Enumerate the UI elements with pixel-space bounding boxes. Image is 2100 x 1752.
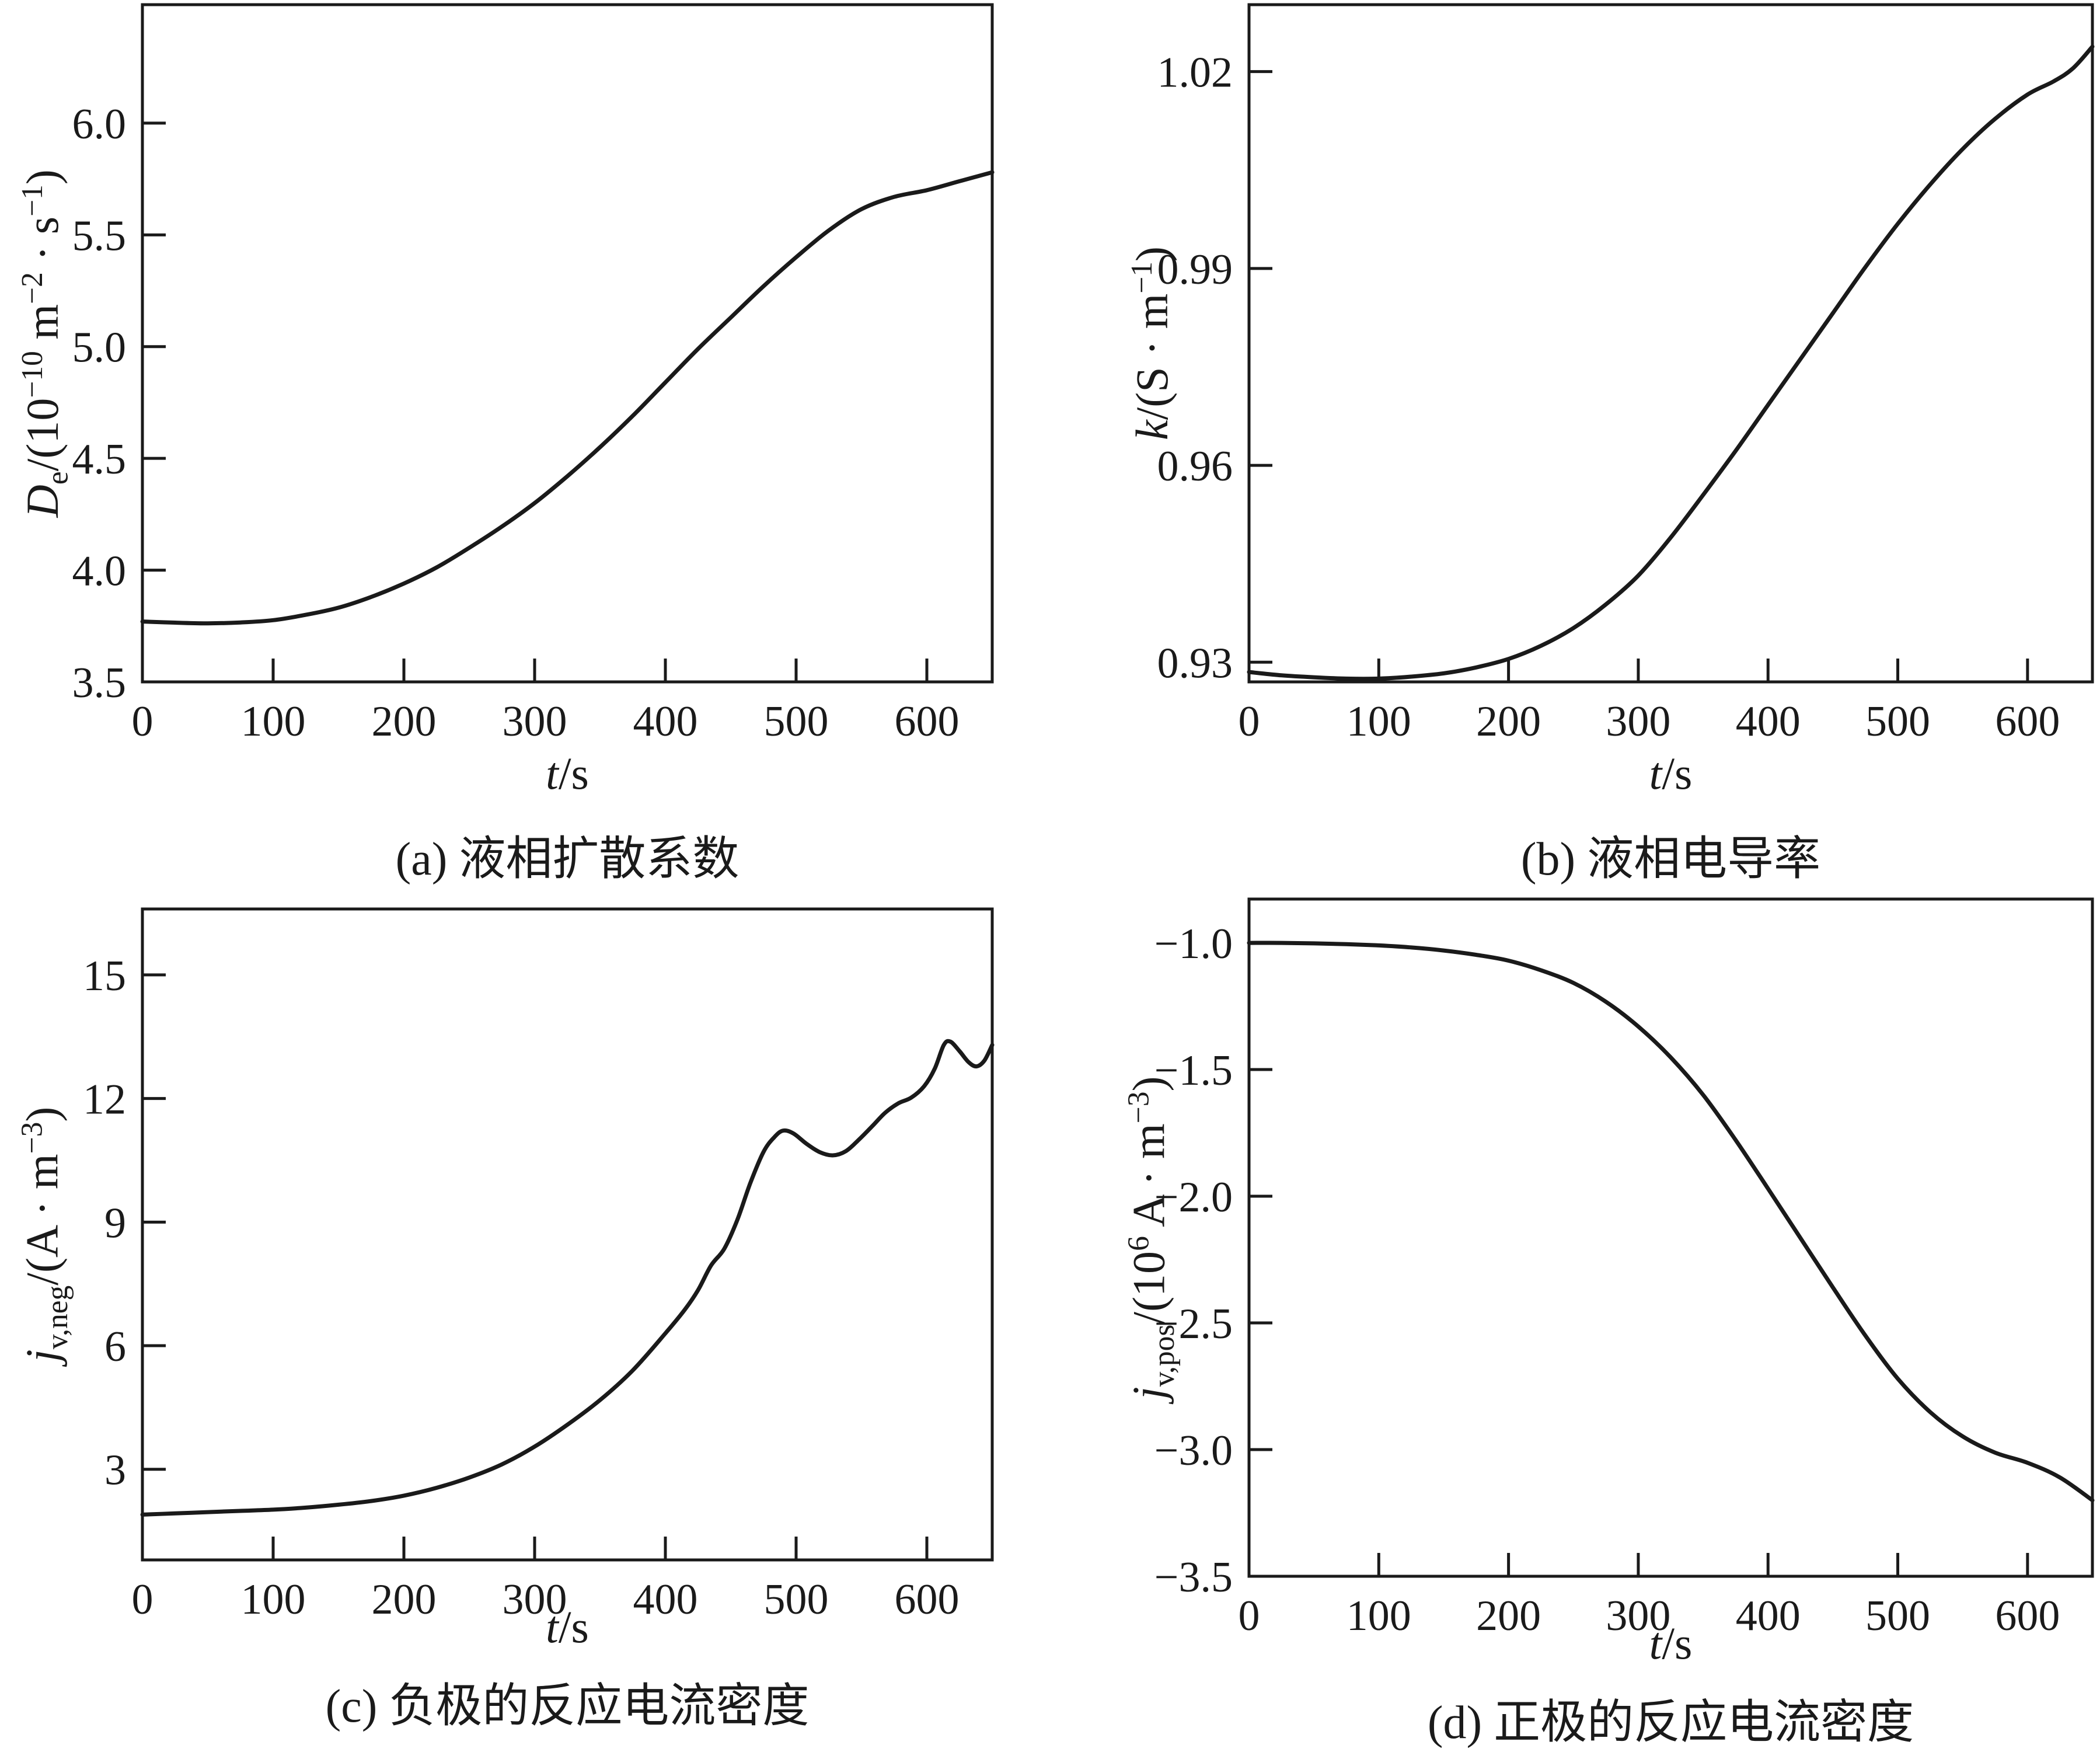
chart-c-x-axis-title: t/s <box>546 1601 589 1652</box>
x-tick-label: 0 <box>132 1576 154 1624</box>
y-tick-label: 6 <box>104 1323 126 1371</box>
y-tick-label: 12 <box>83 1076 126 1124</box>
x-tick-label: 300 <box>1606 1592 1670 1640</box>
chart-b-y-axis-title-box: k/(S · m−1) <box>1102 5 1201 682</box>
y-tick-label: 5.0 <box>72 324 127 372</box>
x-tick-label: 300 <box>1606 698 1670 746</box>
chart-c-caption: (c) 负极的反应电流密度 <box>325 1681 810 1732</box>
x-tick-label: 600 <box>1995 1592 2060 1640</box>
y-tick-label: 15 <box>83 952 126 1000</box>
x-tick-label: 100 <box>1346 698 1411 746</box>
x-tick-label: 100 <box>241 698 306 746</box>
x-tick-label: 400 <box>1736 698 1801 746</box>
chart-b-caption: (b) 液相电导率 <box>1520 834 1821 885</box>
chart-c: 0 100 200 300 400 500 600 3 6 9 12 15 jv,neg/(A · m… <box>0 852 1050 1732</box>
chart-c-plot: 0 100 200 300 400 500 600 3 6 9 12 15 <box>83 907 995 1624</box>
x-tick-label: 0 <box>1239 698 1260 746</box>
y-tick-label: −2.0 <box>1154 1173 1233 1221</box>
chart-b: 0 100 200 300 400 500 600 0.93 0.96 0.99 1.02 k/(S… <box>1050 0 2100 885</box>
x-tick-label: 600 <box>895 698 960 746</box>
chart-b-plot: 0 100 200 300 400 500 600 0.93 0.96 0.99 1.02 <box>1157 3 2095 746</box>
x-tick-label: 500 <box>1865 1592 1930 1640</box>
chart-b-x-axis-title: t/s <box>1649 748 1693 799</box>
y-tick-label: −1.5 <box>1154 1047 1233 1095</box>
y-tick-label: 5.5 <box>72 212 127 260</box>
y-tick-label: 3.5 <box>72 659 127 707</box>
chart-c-y-axis-title-box: jv,neg/(A · m−3) <box>0 909 95 1560</box>
chart-d-y-axis-title-box: jv,pos/(106 A · m−3) <box>1102 899 1201 1576</box>
chart-a-x-axis-title: t/s <box>546 748 589 799</box>
chart-a-plot: 0 100 200 300 400 500 600 3.5 4.0 4.5 5.0 5.5 6.0 <box>72 3 995 746</box>
y-tick-label: −3.0 <box>1154 1427 1233 1475</box>
y-tick-label: −3.5 <box>1154 1554 1233 1601</box>
x-tick-label: 400 <box>633 698 698 746</box>
y-tick-label: −1.0 <box>1154 920 1233 968</box>
y-tick-label: 4.0 <box>72 548 127 595</box>
chart-d: 0 100 200 300 400 500 600 −3.5 −3.0 −2.5 −2.0 −1.5 −… <box>1050 852 2100 1748</box>
plot-frame <box>141 907 994 1562</box>
x-tick-label: 0 <box>1239 1592 1260 1640</box>
x-tick-label: 500 <box>764 1576 829 1624</box>
chart-a-caption: (a) 液相扩散系数 <box>395 834 739 885</box>
y-tick-label: 6.0 <box>72 100 127 148</box>
x-tick-label: 200 <box>1476 698 1541 746</box>
plot-frame <box>1247 3 2094 684</box>
y-tick-label: 1.02 <box>1157 49 1233 97</box>
curve-liquid-phase-diffusion-coefficient <box>140 170 995 626</box>
x-tick-label: 500 <box>1865 698 1930 746</box>
x-tick-label: 500 <box>764 698 829 746</box>
y-tick-label: 9 <box>104 1199 126 1247</box>
curve-positive-electrode-reaction-current-density <box>1247 941 2095 1503</box>
y-tick-label: 4.5 <box>72 436 127 483</box>
x-tick-label: 300 <box>503 698 567 746</box>
chart-d-caption: (d) 正极的反应电流密度 <box>1427 1697 1914 1748</box>
chart-a-y-axis-title-box: De/(10−10 m−2 · s−1) <box>0 5 95 682</box>
chart-a-y-axis-title: De/(10−10 m−2 · s−1) <box>15 169 75 518</box>
y-tick-label: 0.93 <box>1157 639 1233 687</box>
x-tick-label: 400 <box>633 1576 698 1624</box>
x-tick-label: 400 <box>1736 1592 1801 1640</box>
x-tick-label: 300 <box>503 1576 567 1624</box>
x-tick-label: 200 <box>372 698 437 746</box>
y-tick-label: 0.96 <box>1157 443 1233 490</box>
x-tick-label: 200 <box>1476 1592 1541 1640</box>
curve-liquid-phase-conductivity <box>1247 44 2095 681</box>
chart-d-x-axis-title: t/s <box>1649 1618 1693 1669</box>
plot-frame <box>141 3 994 684</box>
chart-d-y-axis-title: jv,pos/(106 A · m−3) <box>1122 1076 1181 1399</box>
x-tick-label: 600 <box>1995 698 2060 746</box>
x-tick-label: 600 <box>895 1576 960 1624</box>
y-tick-label: −2.5 <box>1154 1300 1233 1348</box>
x-tick-label: 100 <box>241 1576 306 1624</box>
plot-frame <box>1247 897 2094 1578</box>
y-tick-label: 3 <box>104 1447 126 1495</box>
curve-negative-electrode-reaction-current-density <box>140 1039 995 1517</box>
chart-b-y-axis-title: k/(S · m−1) <box>1125 246 1178 441</box>
y-tick-label: 0.99 <box>1157 246 1233 294</box>
chart-c-y-axis-title: jv,neg/(A · m−3) <box>15 1106 75 1363</box>
x-tick-label: 0 <box>132 698 154 746</box>
x-tick-label: 200 <box>372 1576 437 1624</box>
x-tick-label: 100 <box>1346 1592 1411 1640</box>
chart-d-plot: 0 100 200 300 400 500 600 −3.5 −3.0 −2.5 −2.0 −1.5 −… <box>1154 897 2095 1640</box>
chart-a: 0 100 200 300 400 500 600 3.5 4.0 4.5 5.0 5.5 6.0 De… <box>0 0 1050 885</box>
